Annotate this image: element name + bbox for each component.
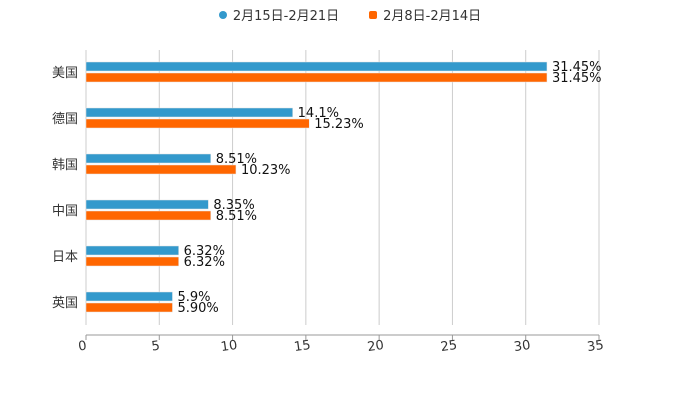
bar-2 (85, 302, 173, 313)
data-label: 10.23% (241, 163, 291, 178)
legend-item-series-2[interactable]: 2月8日-2月14日 (369, 5, 481, 24)
data-label: 8.51% (216, 152, 257, 167)
bar-1 (85, 153, 211, 164)
bar-1 (85, 61, 548, 72)
data-label: 31.45% (552, 71, 602, 86)
data-label: 8.51% (216, 209, 257, 224)
x-tick-label: 10 (220, 338, 238, 355)
data-label: 6.32% (184, 244, 225, 259)
legend: 2月15日-2月21日 2月8日-2月14日 (0, 5, 700, 24)
y-category-label: 英国 (52, 296, 78, 311)
x-tick-label: 35 (586, 338, 604, 355)
legend-label-series-2: 2月8日-2月14日 (383, 9, 482, 24)
data-label: 31.45% (552, 60, 602, 75)
legend-item-series-1[interactable]: 2月15日-2月21日 (218, 5, 340, 24)
x-tick-label: 0 (77, 339, 87, 355)
bar-1 (85, 245, 179, 256)
y-category-label: 中国 (52, 204, 78, 219)
bar-2 (85, 118, 310, 129)
legend-marker-series-1 (218, 10, 227, 19)
x-tick-label: 25 (440, 338, 458, 355)
bar-1 (85, 291, 173, 302)
legend-marker-series-2 (369, 10, 378, 19)
y-category-label: 美国 (52, 66, 78, 81)
data-label: 5.90% (177, 301, 218, 316)
bar-1 (85, 107, 293, 118)
legend-label-series-1: 2月15日-2月21日 (232, 9, 340, 24)
x-tick-label: 30 (513, 338, 531, 355)
data-label: 8.35% (213, 198, 254, 213)
bar-2 (85, 210, 211, 221)
x-tick-label: 20 (366, 338, 384, 355)
bar-2 (85, 256, 179, 267)
data-label: 14.1% (298, 106, 339, 121)
x-tick-label: 15 (293, 338, 311, 355)
y-category-label: 德国 (52, 112, 78, 127)
y-category-label: 韩国 (52, 158, 78, 173)
bar-2 (85, 164, 237, 175)
data-label: 15.23% (314, 117, 364, 132)
bar-2 (85, 72, 548, 83)
data-label: 6.32% (184, 255, 225, 270)
bar-1 (85, 199, 209, 210)
y-category-label: 日本 (52, 250, 78, 265)
data-label: 5.9% (177, 290, 210, 305)
x-tick-label: 5 (151, 339, 161, 355)
